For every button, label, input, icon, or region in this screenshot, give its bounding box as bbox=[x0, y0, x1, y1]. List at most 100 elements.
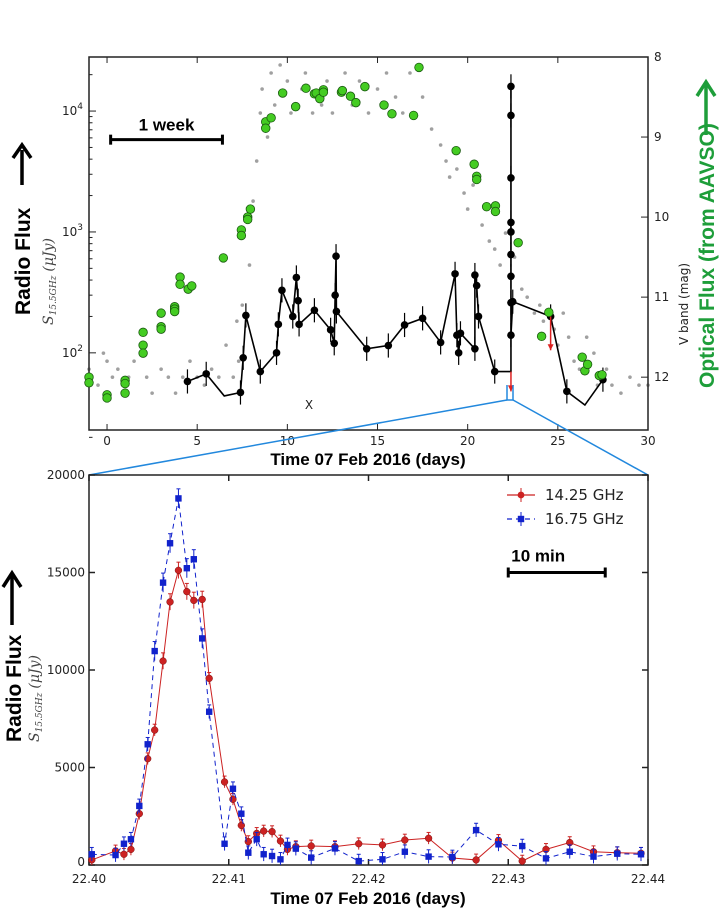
data-point bbox=[144, 741, 151, 748]
aavso-gray-point bbox=[429, 127, 434, 131]
data-point bbox=[425, 853, 432, 860]
data-point bbox=[637, 851, 645, 858]
aavso-gray-point bbox=[566, 335, 571, 339]
x-tick-label: 22.42 bbox=[351, 872, 385, 886]
aavso-gray-point bbox=[604, 367, 609, 371]
radio-point bbox=[563, 387, 571, 396]
aavso-gray-point bbox=[159, 367, 163, 371]
bottom-plot-frame bbox=[88, 474, 649, 866]
y-tick-label: 20000 bbox=[47, 468, 85, 482]
aavso-gray-point bbox=[303, 71, 308, 75]
top-panel: 0 5 10 15 20 25 30 102 103 104 8 9 10 11 12 1 week X bbox=[62, 50, 669, 476]
legend-label: 16.75 GHz bbox=[545, 510, 624, 528]
aavso-point bbox=[471, 174, 482, 185]
radio-point bbox=[202, 370, 211, 378]
aavso-gray-point bbox=[343, 71, 347, 75]
x-tick-label: 22.44 bbox=[631, 872, 665, 886]
right-y-tick-label: 8 bbox=[654, 50, 662, 64]
data-point bbox=[159, 579, 167, 586]
data-point bbox=[190, 556, 198, 563]
svg-text:V band (mag): V band (mag) bbox=[677, 263, 691, 345]
aavso-point bbox=[169, 306, 180, 317]
radio-point bbox=[236, 388, 245, 397]
aavso-gray-point bbox=[420, 95, 425, 99]
data-point bbox=[183, 587, 191, 596]
data-point bbox=[331, 845, 339, 852]
aavso-point bbox=[577, 352, 587, 362]
aavso-gray-point bbox=[561, 311, 566, 315]
radio-point bbox=[310, 306, 319, 315]
radio-point bbox=[295, 320, 303, 329]
aavso-gray-point bbox=[519, 287, 524, 291]
aavso-gray-point bbox=[319, 103, 324, 107]
radio-point bbox=[384, 341, 393, 350]
radio-point bbox=[472, 281, 481, 290]
x-tick-label: 22.41 bbox=[212, 872, 246, 886]
aavso-point bbox=[513, 237, 523, 248]
x-tick-label: 5 bbox=[193, 434, 201, 448]
radio-point bbox=[507, 250, 515, 259]
aavso-gray-point bbox=[330, 111, 335, 115]
right-y-tick-label: 11 bbox=[654, 290, 669, 304]
aavso-gray-point bbox=[265, 135, 270, 139]
data-point bbox=[449, 853, 456, 861]
data-point bbox=[307, 842, 315, 850]
data-point bbox=[472, 826, 480, 834]
radio-point bbox=[490, 367, 499, 376]
aavso-gray-point bbox=[144, 375, 149, 379]
data-point bbox=[566, 848, 573, 855]
aavso-point bbox=[138, 327, 148, 338]
radio-point bbox=[471, 344, 479, 353]
y-tick-label: 102 bbox=[62, 344, 83, 360]
aavso-gray-point bbox=[455, 167, 459, 171]
y-tick-label: 5000 bbox=[54, 761, 85, 775]
radio-point bbox=[288, 312, 297, 321]
data-point bbox=[245, 849, 252, 856]
radio-point bbox=[456, 329, 465, 338]
radio-point bbox=[256, 367, 265, 376]
x-tick-label: 10 bbox=[280, 434, 295, 448]
radio-point bbox=[507, 111, 515, 120]
aavso-point bbox=[582, 359, 593, 370]
top-left-side-label: Radio Flux bbox=[12, 207, 35, 315]
aavso-gray-point bbox=[393, 95, 398, 99]
aavso-gray-point bbox=[487, 239, 492, 243]
aavso-point bbox=[261, 123, 271, 133]
radio-point bbox=[474, 312, 483, 321]
aavso-point bbox=[138, 348, 148, 358]
radio-point bbox=[508, 297, 517, 306]
data-point bbox=[174, 566, 183, 575]
data-point bbox=[379, 856, 386, 863]
svg-text:S15.5GHz(μJy): S15.5GHz(μJy) bbox=[41, 238, 59, 325]
aavso-point bbox=[156, 324, 166, 334]
x-tick-label: 22.40 bbox=[72, 872, 106, 886]
aavso-point bbox=[84, 378, 94, 388]
y-tick-label: 103 bbox=[62, 223, 83, 239]
y-tick-label: 15000 bbox=[47, 566, 85, 580]
ten-min-scale-bar-label: 10 min bbox=[511, 547, 565, 566]
data-point bbox=[355, 840, 363, 848]
radio-point bbox=[332, 307, 341, 316]
series-14-25-ghz bbox=[88, 561, 645, 865]
aavso-gray-point bbox=[592, 351, 596, 355]
aavso-gray-point bbox=[105, 359, 109, 363]
data-point bbox=[166, 540, 174, 547]
aavso-point bbox=[156, 308, 166, 318]
aavso-point bbox=[138, 340, 148, 350]
zoom-connector-right bbox=[512, 399, 649, 476]
aavso-gray-point bbox=[272, 103, 277, 107]
aavso-point bbox=[536, 331, 547, 342]
data-point bbox=[136, 802, 143, 810]
data-point bbox=[424, 834, 433, 842]
aavso-gray-point bbox=[498, 263, 502, 267]
radio-point bbox=[272, 349, 281, 357]
data-point bbox=[590, 853, 597, 860]
data-point bbox=[127, 845, 135, 854]
aavso-point bbox=[242, 214, 253, 225]
aavso-point bbox=[290, 101, 301, 112]
aavso-point bbox=[175, 279, 185, 290]
top-x-axis-label: Time 07 Feb 2016 (days) bbox=[270, 450, 465, 469]
legend-marker bbox=[517, 515, 525, 523]
aavso-point bbox=[301, 83, 311, 93]
aavso-gray-point bbox=[366, 111, 371, 115]
